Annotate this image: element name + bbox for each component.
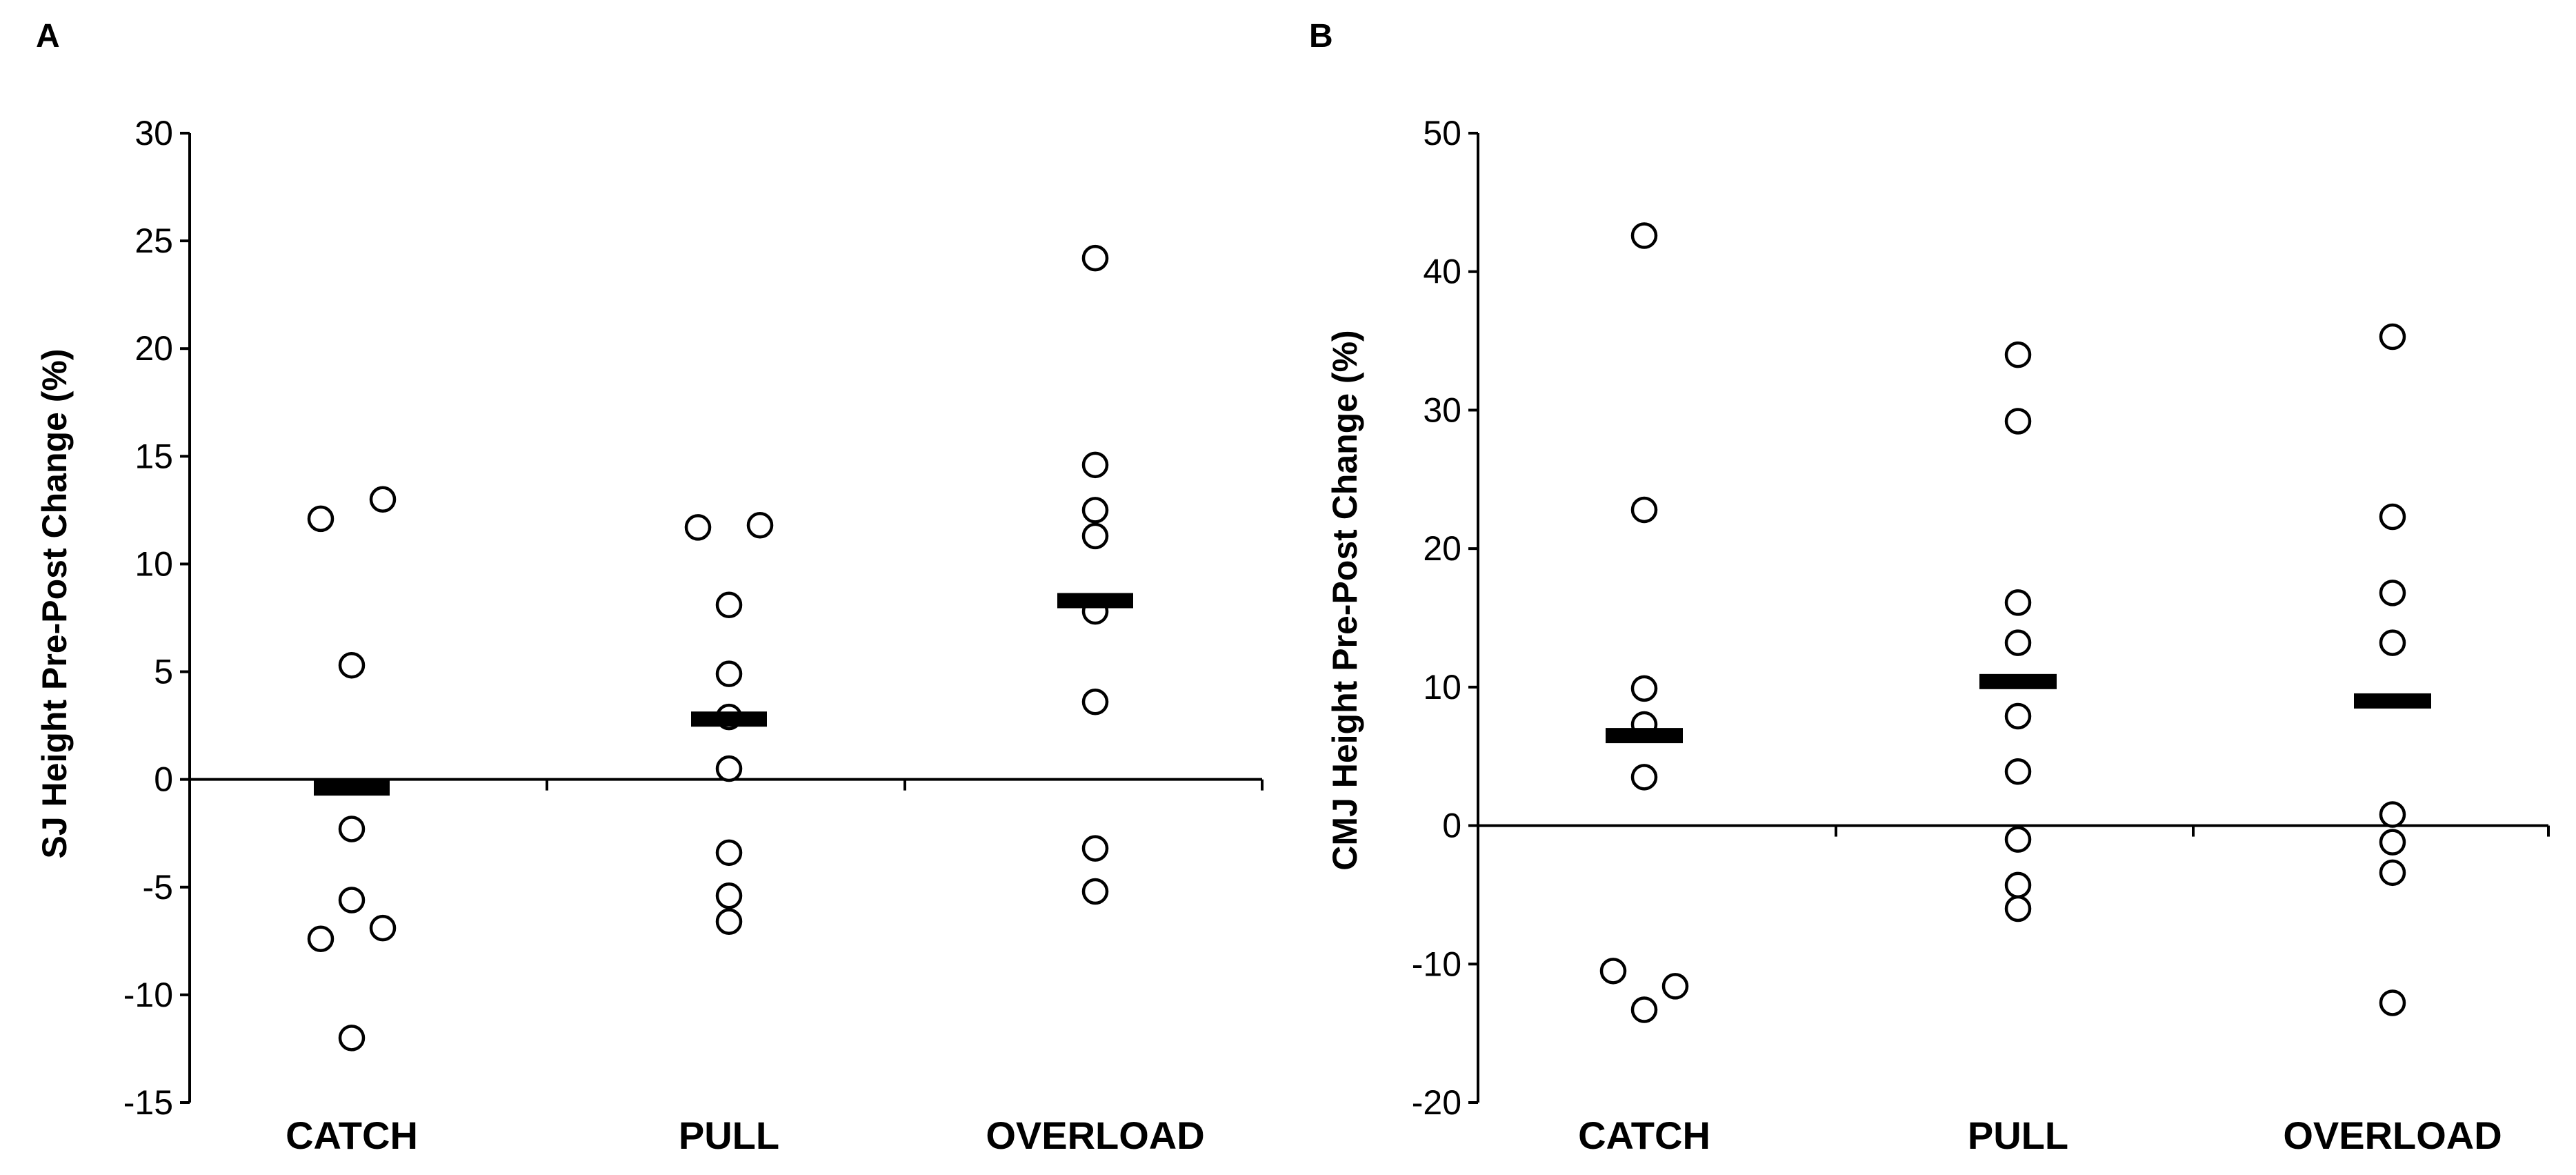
y-tick-label: 40 (1423, 253, 1461, 291)
pull-data-point (684, 514, 712, 541)
panel-a-x-ticks (546, 779, 1264, 791)
panel-b-y-ticks: 50 40 30 20 10 0 -10 -20 (1412, 114, 1478, 1122)
pull-data-point (2004, 629, 2032, 656)
panel-b-category-pull: PULL (1968, 1114, 2068, 1157)
y-tick-label: -10 (123, 976, 173, 1014)
catch-mean-bar (1606, 728, 1683, 744)
pull-data-point (2004, 702, 2032, 730)
overload-data-point (2379, 323, 2406, 350)
overload-data-point (1081, 689, 1109, 715)
catch-data-point (307, 505, 335, 533)
overload-data-point (1081, 835, 1109, 862)
catch-data-point (338, 1025, 366, 1051)
y-tick-label: 0 (1442, 807, 1461, 845)
pull-data-point (2004, 758, 2032, 785)
panel-a-category-overload: OVERLOAD (986, 1114, 1204, 1157)
pull-data-point (2004, 341, 2032, 368)
catch-data-point (338, 816, 366, 842)
pull-data-point (715, 591, 743, 619)
y-tick-label: 30 (134, 114, 173, 152)
y-tick-label: 15 (134, 437, 173, 475)
panel-a-category-pull: PULL (679, 1114, 779, 1157)
y-tick-label: 50 (1423, 114, 1461, 152)
overload-mean-bar (1057, 593, 1133, 609)
overload-data-point (2379, 629, 2406, 656)
panel-b-y-axis-title: CMJ Height Pre-Post Change (%) (1326, 330, 1364, 870)
y-tick-label: 5 (154, 653, 173, 691)
overload-data-point (2379, 989, 2406, 1016)
panel-b-label: B (1309, 18, 1333, 55)
pull-data-point (715, 882, 743, 909)
catch-data-point (1599, 958, 1627, 985)
pull-data-point (2004, 895, 2032, 922)
catch-mean-bar (314, 780, 390, 796)
panel-b-category-overload: OVERLOAD (2283, 1114, 2502, 1157)
y-tick-label: -20 (1412, 1083, 1461, 1122)
catch-data-point (338, 887, 366, 914)
y-tick-label: 30 (1423, 391, 1461, 429)
panel-a: A SJ Height Pre-Post Change (%) 30 25 20 15… (35, 18, 1264, 1157)
overload-data-point (2379, 801, 2406, 828)
panel-b-x-ticks (1835, 825, 2550, 837)
y-tick-label: 20 (1423, 529, 1461, 568)
overload-data-point (2379, 859, 2406, 887)
catch-data-point (307, 925, 335, 952)
pull-mean-bar (691, 711, 767, 727)
catch-data-point (1661, 973, 1689, 1000)
y-tick-label: -15 (123, 1083, 173, 1122)
catch-data-point (369, 914, 397, 942)
pull-data-point (2004, 826, 2032, 853)
catch-data-point (1630, 764, 1658, 791)
pull-data-point (715, 839, 743, 867)
overload-data-point (1081, 244, 1109, 272)
overload-data-point (1081, 522, 1109, 550)
catch-data-point (1630, 222, 1658, 249)
y-tick-label: -10 (1412, 945, 1461, 983)
panel-b-category-catch: CATCH (1578, 1114, 1710, 1157)
panel-a-label: A (36, 18, 60, 55)
y-tick-label: 0 (154, 760, 173, 799)
y-tick-label: 25 (134, 221, 173, 260)
panel-b-marks (1599, 222, 2431, 1023)
pull-mean-bar (1979, 673, 2057, 689)
catch-data-point (338, 651, 366, 679)
pull-data-point (715, 908, 743, 935)
pull-data-point (715, 660, 743, 687)
overload-data-point (2379, 580, 2406, 606)
pull-data-point (2004, 408, 2032, 435)
panel-a-category-catch: CATCH (286, 1114, 418, 1157)
panel-b: B CMJ Height Pre-Post Change (%) 50 40 30 2… (1309, 18, 2550, 1157)
overload-data-point (2379, 829, 2406, 856)
y-tick-label: 10 (134, 544, 173, 583)
catch-data-point (369, 486, 397, 513)
catch-data-point (1630, 496, 1658, 524)
overload-mean-bar (2354, 693, 2431, 709)
y-tick-label: 10 (1423, 668, 1461, 707)
pull-data-point (2004, 589, 2032, 616)
y-tick-label: -5 (143, 868, 173, 907)
overload-data-point (1081, 878, 1109, 905)
pull-data-point (715, 755, 743, 782)
panel-a-y-ticks: 30 25 20 15 10 5 0 -5 -10 -15 (123, 114, 190, 1122)
overload-data-point (1081, 497, 1109, 524)
overload-data-point (2379, 503, 2406, 531)
catch-data-point (1630, 996, 1658, 1023)
pull-data-point (2004, 871, 2032, 899)
y-tick-label: 20 (134, 329, 173, 368)
pull-data-point (746, 511, 774, 539)
panel-a-y-axis-title: SJ Height Pre-Post Change (%) (35, 349, 74, 859)
overload-data-point (1081, 451, 1109, 479)
catch-data-point (1630, 675, 1658, 702)
panel-a-marks (307, 244, 1133, 1051)
